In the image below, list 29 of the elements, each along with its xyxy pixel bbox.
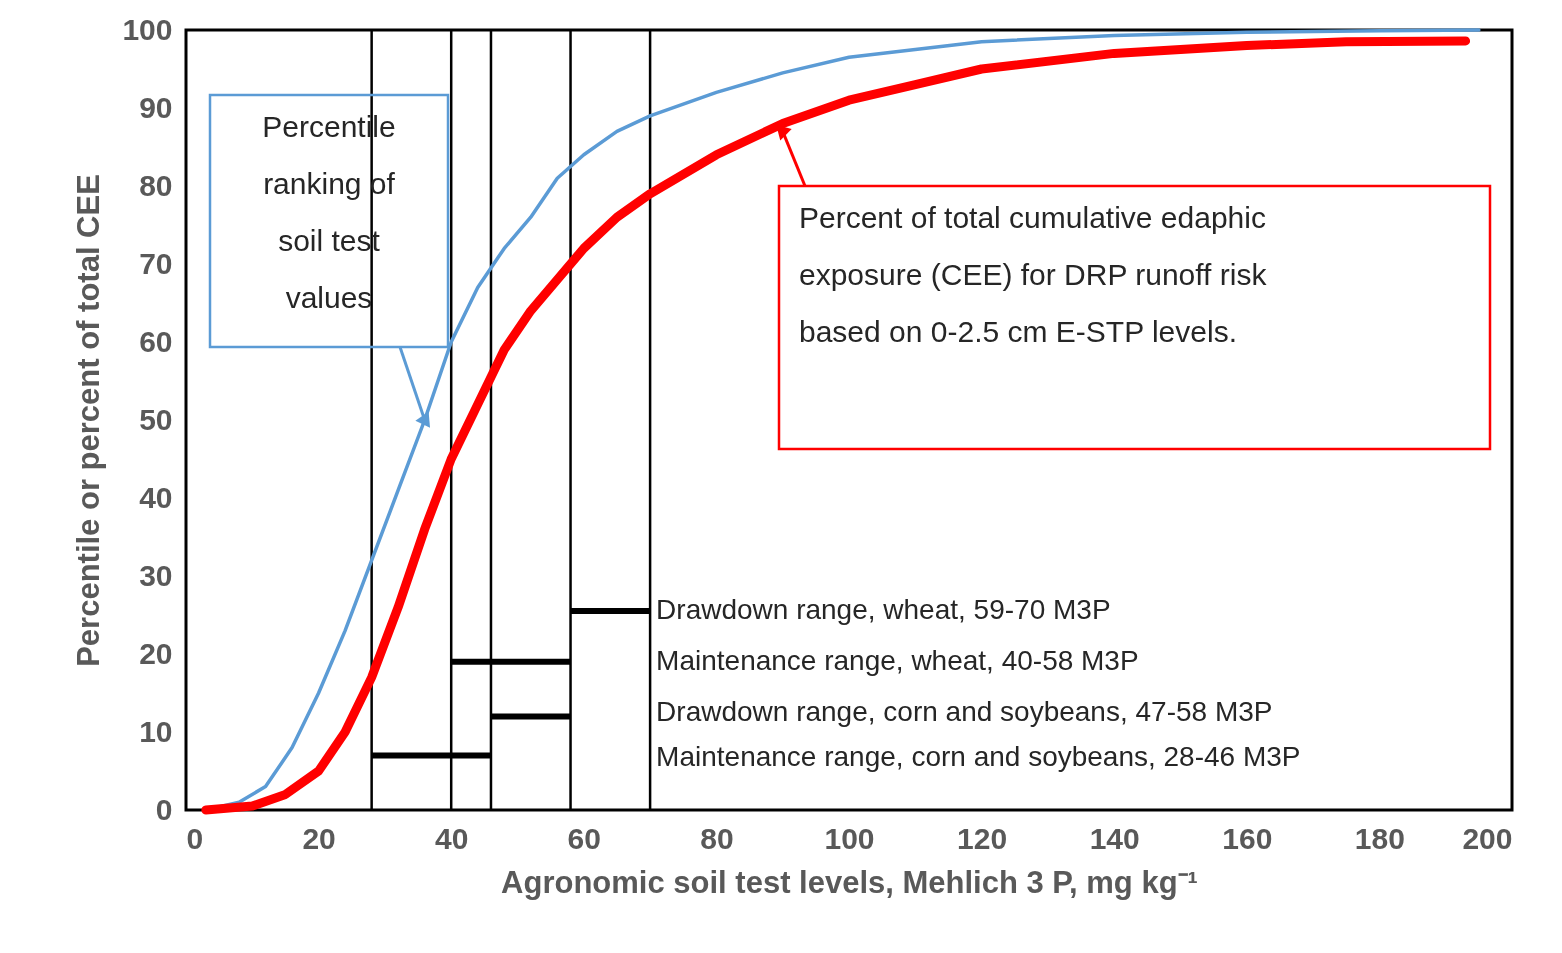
x-tick-label: 180 bbox=[1354, 821, 1405, 855]
annotation: Drawdown range, wheat, 59-70 M3P bbox=[656, 594, 1111, 625]
x-tick-label: 200 bbox=[1462, 821, 1513, 855]
x-tick-label: 160 bbox=[1222, 821, 1273, 855]
y-tick-label: 90 bbox=[139, 90, 173, 124]
y-tick-label: 30 bbox=[139, 558, 173, 592]
annotation: Drawdown range, corn and soybeans, 47-58 M3P bbox=[656, 696, 1273, 727]
annotation: Percent of total cumulative edaphic exposure (CEE) for DRP runoff risk based on 0-2.5 cm E-STP levels. bbox=[799, 201, 1268, 348]
x-tick-label: 140 bbox=[1089, 821, 1140, 855]
y-tick-label: 0 bbox=[155, 792, 173, 826]
y-tick-label: 10 bbox=[139, 714, 173, 748]
y-tick-label: 50 bbox=[139, 402, 173, 436]
x-tick-label: 100 bbox=[824, 821, 875, 855]
x-tick-label: 20 bbox=[302, 821, 336, 855]
x-axis-title: Agronomic soil test levels, Mehlich 3 P, mg kg⁻¹ bbox=[501, 864, 1198, 900]
y-tick-label: 70 bbox=[139, 246, 173, 280]
y-axis-title: Percentile or percent of total CEE bbox=[71, 174, 107, 667]
y-tick-label: 40 bbox=[139, 480, 173, 514]
y-tick-label: 60 bbox=[139, 324, 173, 358]
x-tick-label: 120 bbox=[957, 821, 1008, 855]
y-tick-label: 100 bbox=[122, 12, 173, 46]
y-tick-label: 80 bbox=[139, 168, 173, 202]
y-tick-label: 20 bbox=[139, 636, 173, 670]
annotation: Maintenance range, wheat, 40-58 M3P bbox=[656, 645, 1139, 676]
x-tick-label: 40 bbox=[435, 821, 469, 855]
x-tick-label: 60 bbox=[567, 821, 601, 855]
x-tick-label: 0 bbox=[186, 821, 204, 855]
x-tick-label: 80 bbox=[700, 821, 734, 855]
annotation: Maintenance range, corn and soybeans, 28-46 M3P bbox=[656, 741, 1301, 772]
